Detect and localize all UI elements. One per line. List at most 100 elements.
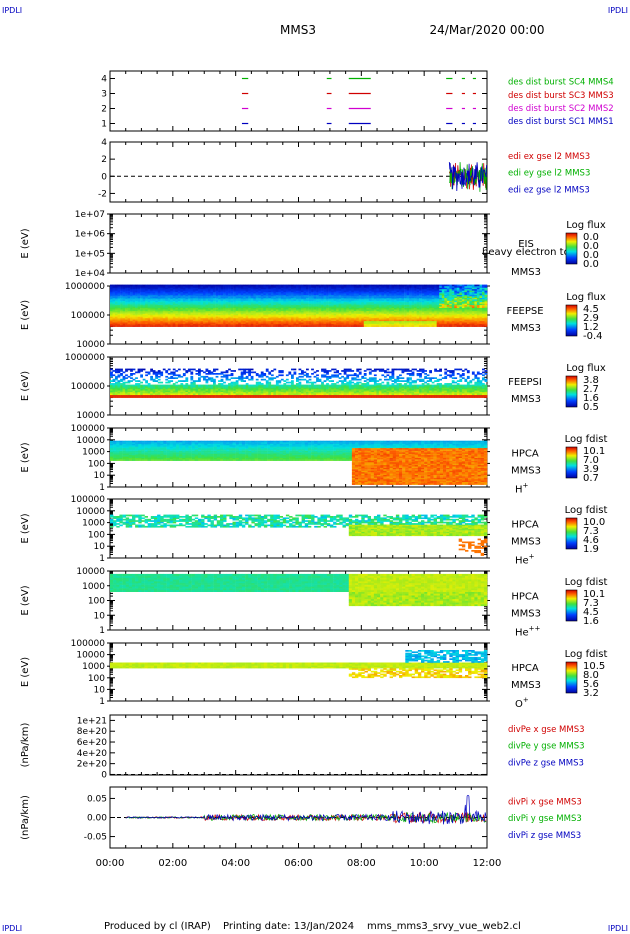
spectrogram-cell: [356, 315, 360, 317]
spectrogram-cell: [203, 296, 206, 298]
spectrogram-cell: [122, 297, 126, 300]
spectrogram-cell: [210, 297, 214, 300]
spectrogram-cell: [363, 288, 367, 291]
spectrogram-cell: [260, 312, 264, 314]
spectrogram-cell: [248, 294, 251, 297]
spectrogram-cell: [263, 294, 267, 297]
spectrogram-cell: [185, 291, 189, 294]
spectrogram-cell: [120, 388, 123, 391]
spectrogram-cell: [469, 284, 473, 287]
spectrogram-cell: [346, 307, 350, 310]
spectrogram-cell: [270, 293, 274, 295]
spectrogram-cell: [285, 310, 289, 313]
spectrogram-cell: [165, 317, 169, 320]
spectrogram-cell: [130, 323, 133, 326]
spectrogram-cell: [147, 323, 151, 326]
spectrogram-cell: [145, 304, 148, 307]
spectrogram-cell: [293, 299, 297, 301]
spectrogram-cell: [130, 394, 133, 397]
spectrogram-cell: [268, 304, 272, 307]
spectrogram-cell: [278, 290, 282, 293]
spectrogram-cell: [328, 294, 332, 297]
spectrogram-cell: [130, 303, 133, 306]
spectrogram-cell: [449, 294, 453, 297]
spectrogram-cell: [313, 304, 317, 307]
spectrogram-cell: [351, 287, 355, 290]
spectrogram-cell: [464, 307, 468, 310]
spectrogram-cell: [122, 296, 126, 298]
spectrogram-cell: [381, 287, 385, 290]
spectrogram-cell: [260, 297, 264, 300]
spectrogram-cell: [306, 313, 309, 316]
spectrogram-cell: [316, 300, 319, 303]
spectrogram-cell: [353, 325, 357, 327]
spectrogram-cell: [223, 302, 226, 304]
spectrogram-cell: [200, 284, 204, 287]
spectrogram-cell: [120, 393, 123, 396]
spectrogram-cell: [471, 313, 475, 316]
spectrogram-cell: [230, 312, 234, 314]
spectrogram-cell: [439, 300, 442, 303]
spectrogram-cell: [147, 312, 151, 314]
spectrogram-cell: [464, 306, 468, 308]
spectrogram-cell: [373, 309, 377, 311]
spectrogram-cell: [311, 307, 314, 310]
spectrogram-cell: [115, 320, 118, 323]
spectrogram-cell: [255, 296, 259, 298]
spectrogram-cell: [426, 315, 430, 317]
spectrogram-cell: [283, 296, 287, 298]
spectrogram-cell: [409, 284, 412, 287]
spectrogram-cell: [132, 297, 136, 300]
spectrogram-cell: [466, 310, 470, 313]
spectrogram-cell: [248, 322, 251, 325]
spectrogram-cell: [223, 312, 226, 314]
spectrogram-cell: [218, 300, 221, 303]
spectrogram-cell: [466, 293, 470, 295]
spectrogram-cell: [145, 306, 148, 308]
spectrogram-cell: [225, 304, 229, 307]
panel-frame: [109, 141, 488, 203]
spectrogram-cell: [285, 288, 289, 291]
spectrogram-cell: [208, 319, 211, 322]
spectrogram-cell: [195, 307, 199, 310]
spectrogram-cell: [273, 316, 277, 319]
spectrogram-cell: [225, 320, 229, 323]
spectrogram-cell: [406, 291, 410, 294]
spectrogram-cell: [213, 296, 216, 298]
spectrogram-cell: [157, 302, 161, 304]
spectrogram-cell: [278, 297, 282, 300]
spectrogram-cell: [479, 296, 483, 298]
spectrogram-cell: [273, 304, 277, 307]
spectrogram-cell: [220, 304, 224, 307]
spectrogram-cell: [396, 310, 400, 313]
spectrogram-cell: [130, 291, 133, 294]
spectrogram-cell: [351, 319, 355, 322]
spectrogram-cell: [125, 296, 128, 298]
spectrogram-cell: [213, 322, 216, 325]
spectrogram-cell: [381, 303, 385, 306]
spectrogram-cell: [404, 316, 407, 319]
spectrogram-cell: [456, 312, 460, 314]
spectrogram-cell: [454, 286, 458, 288]
spectrogram-cell: [268, 286, 272, 288]
spectrogram-cell: [293, 325, 297, 327]
spectrogram-cell: [210, 304, 214, 307]
spectrogram-cell: [115, 297, 118, 300]
spectrogram-cell: [263, 307, 267, 310]
spectrogram-cell: [343, 284, 347, 287]
spectrogram-cell: [115, 325, 118, 327]
spectrogram-cell: [185, 306, 189, 308]
spectrogram-cell: [245, 310, 249, 313]
spectrogram-cell: [137, 299, 141, 301]
spectrogram-cell: [165, 294, 169, 297]
spectrogram-cell: [215, 317, 219, 320]
spectrogram-cell: [461, 306, 465, 308]
spectrogram-cell: [401, 312, 405, 314]
spectrogram-cell: [278, 323, 282, 326]
spectrogram-cell: [411, 297, 415, 300]
spectrogram-cell: [484, 303, 488, 306]
spectrogram-cell: [313, 322, 317, 325]
spectrogram-cell: [157, 310, 161, 313]
spectrogram-cell: [162, 320, 166, 323]
